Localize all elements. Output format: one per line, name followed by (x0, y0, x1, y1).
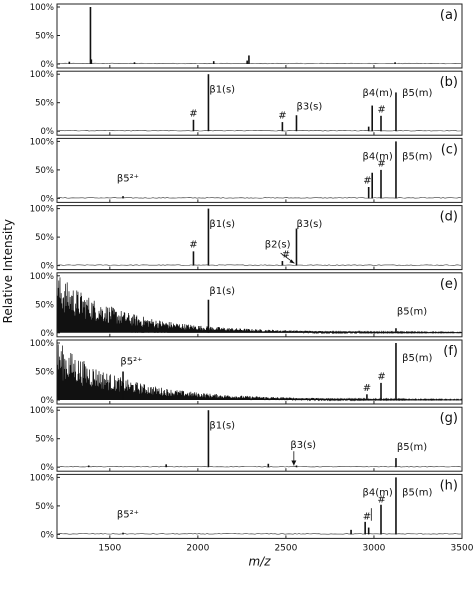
y-tick-label: 0% (41, 127, 55, 137)
peak-annotation: β1(s) (209, 219, 235, 230)
x-tick-label: 1500 (98, 543, 121, 553)
x-tick-label: 3000 (363, 543, 386, 553)
peak-marker-hash: # (282, 250, 290, 261)
y-tick-label: 0% (41, 60, 55, 70)
peak-marker-hash: # (189, 108, 197, 119)
y-tick-label: 100% (30, 473, 54, 483)
peak-annotation: β5(m) (397, 442, 427, 453)
y-tick-label: 50% (35, 368, 54, 378)
x-tick-label: 2000 (186, 543, 209, 553)
panel-frame (56, 406, 463, 472)
peak-annotation: β5(m) (397, 307, 427, 318)
peak-annotation: β4(m) (363, 88, 393, 99)
y-tick-label: 100% (30, 70, 54, 80)
peak-annotation: β5²⁺ (117, 173, 139, 184)
y-tick-label: 0% (41, 396, 55, 406)
y-tick-label: 50% (35, 300, 54, 310)
peak-marker-hash: # (363, 176, 371, 187)
y-tick-label: 100% (30, 339, 54, 349)
y-tick-label: 100% (30, 406, 54, 416)
peak-marker-hash: # (377, 104, 385, 115)
peak-annotation: β5²⁺ (117, 509, 139, 520)
peak-annotation: β3(s) (290, 440, 316, 451)
peak-marker-hash: # (363, 383, 371, 394)
x-axis-label: m/z (248, 554, 271, 568)
y-tick-label: 100% (30, 272, 54, 282)
peak-annotation: β5(m) (402, 152, 432, 163)
spectrum-baseline (56, 533, 462, 535)
spectrum-baseline (56, 130, 462, 132)
panel-label: (a) (440, 8, 458, 23)
panel-label: (f) (443, 344, 458, 359)
panel-a: 0% 50% 100% (a) (30, 3, 463, 70)
y-tick-label: 100% (30, 3, 54, 13)
peak-marker-hash: # (377, 158, 385, 169)
peak-annotation: β5(m) (402, 88, 432, 99)
peak-annotation: β1(s) (209, 286, 235, 297)
panel-g: 0% 50% 100% (g) β1(s) β3(s) β5(m) (30, 406, 463, 473)
spectrum-baseline (56, 264, 462, 266)
panel-label: (h) (440, 478, 458, 493)
y-tick-label: 50% (35, 502, 54, 512)
panel-label: (d) (440, 210, 458, 225)
panel-e: 0% 50% 100% (e) β1(s) β5(m) (30, 272, 463, 339)
panel-label: (c) (441, 142, 458, 157)
y-axis-label: Relative Intensity (1, 219, 15, 323)
y-tick-label: 50% (35, 233, 54, 243)
panel-label: (b) (440, 75, 458, 90)
panel-c: 0%50%100% (c)β5²⁺β4(m)##β5(m) (30, 137, 463, 204)
y-tick-label: 50% (35, 166, 54, 176)
peak-marker-hash: # (377, 371, 385, 382)
spectrum-noise (56, 277, 462, 335)
arrow-head (289, 259, 295, 264)
y-tick-label: 50% (35, 99, 54, 109)
y-tick-label: 0% (41, 262, 55, 272)
panel-frame (56, 70, 463, 136)
peak-annotation: β3(s) (296, 102, 322, 113)
panel-frame (56, 473, 463, 539)
peak-annotation: β4(m) (363, 152, 393, 163)
spectrum-baseline (56, 466, 462, 468)
panel-h: 0%50%100% (h)β5²⁺β4(m)##β5(m) (30, 473, 463, 540)
spectrum-baseline (56, 197, 462, 199)
y-tick-label: 50% (35, 32, 54, 42)
spectrum-baseline (56, 62, 462, 65)
y-tick-label: 0% (41, 329, 55, 339)
y-tick-label: 100% (30, 205, 54, 215)
panel-frame (56, 205, 463, 271)
y-tick-label: 0% (41, 530, 55, 540)
peak-marker-hash: # (278, 111, 286, 122)
panel-label: (e) (440, 277, 458, 292)
panels: 0% 50% 100% (a) 0% 50% 100% (b) # β1(s) # β3(s) β4(m… (30, 3, 463, 540)
x-axis: 1500 2000 2500 3000 3500 (98, 543, 473, 553)
panel-d: 0%50%100% (d)#β1(s)β2(s)#β3(s) (30, 205, 463, 272)
panel-label: (g) (440, 411, 458, 426)
peak-annotation: β4(m) (363, 488, 393, 499)
peak-annotation: β5(m) (402, 353, 432, 364)
spectrum-noise (56, 344, 463, 402)
peak-annotation: β1(s) (209, 84, 235, 95)
panel-frame (56, 3, 463, 69)
peak-annotation: β5(m) (402, 488, 432, 499)
y-tick-label: 0% (41, 463, 55, 473)
peak-annotation: β5²⁺ (120, 357, 142, 368)
panel-f: 0% 50% 100% (f) β5²⁺ # # β5(m) (30, 339, 463, 406)
peak-annotation: β1(s) (209, 420, 235, 431)
peak-marker-hash: # (363, 512, 371, 523)
peak-marker-hash: # (189, 239, 197, 250)
panel-frame (56, 137, 463, 203)
x-tick-label: 2500 (274, 543, 297, 553)
peak-annotation: β2(s) (265, 239, 291, 250)
y-tick-label: 0% (41, 194, 55, 204)
peak-annotation: β3(s) (296, 219, 322, 230)
peak-marker-hash: # (377, 494, 385, 505)
x-tick-label: 3500 (451, 543, 474, 553)
panel-b: 0% 50% 100% (b) # β1(s) # β3(s) β4(m) # β5(m) (30, 70, 463, 137)
y-tick-label: 50% (35, 435, 54, 445)
y-tick-label: 100% (30, 137, 54, 147)
arrow-head (291, 460, 297, 466)
